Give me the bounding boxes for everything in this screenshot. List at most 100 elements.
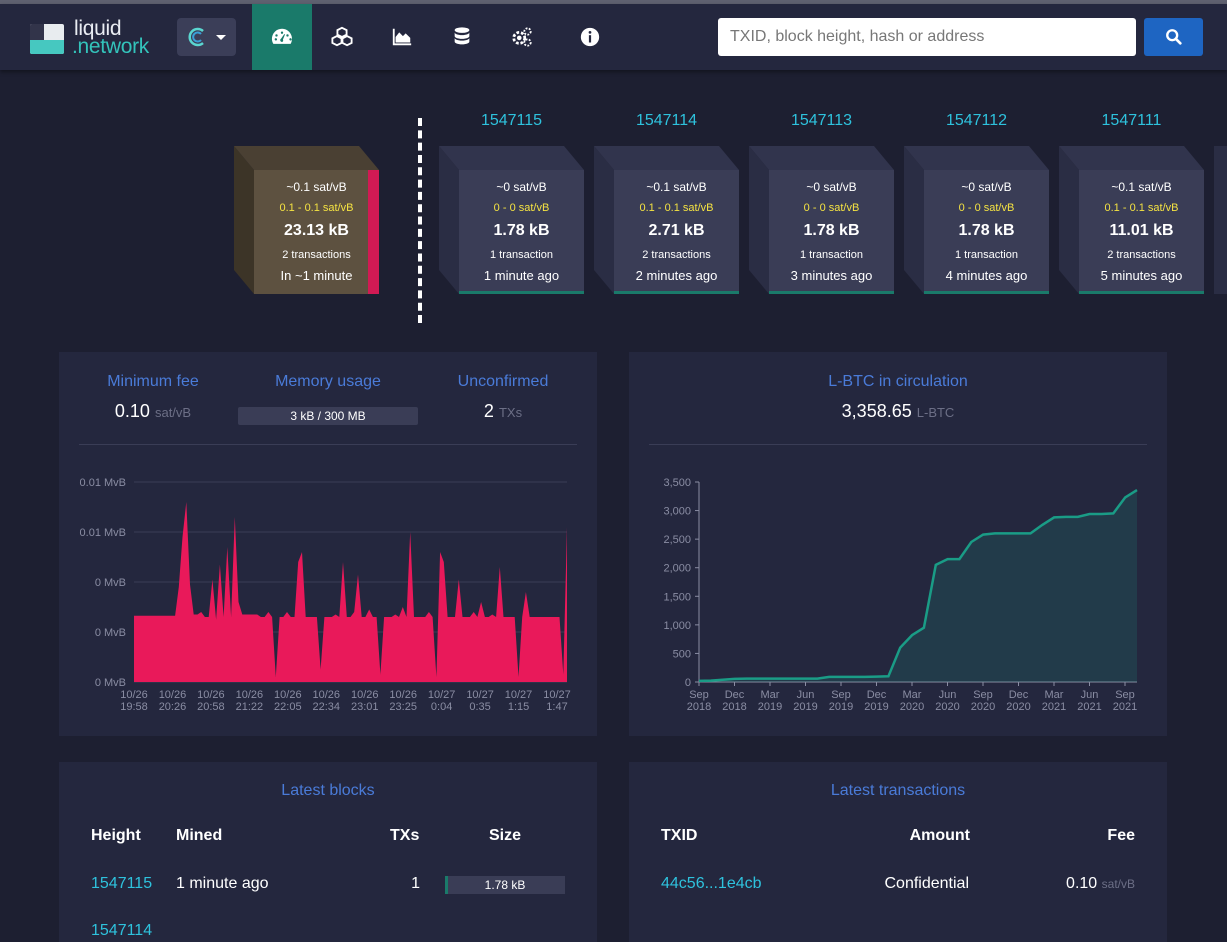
tx-count: 1 transaction — [490, 249, 553, 261]
block-fill-bar — [459, 291, 584, 294]
circulation-card — [629, 352, 1167, 736]
nav-dashboard[interactable] — [252, 4, 312, 70]
mempool-size-area — [134, 502, 567, 682]
block-side — [439, 146, 459, 294]
block-age: 3 minutes ago — [790, 268, 873, 283]
eta: In ~1 minute — [280, 268, 353, 283]
block-size: 11.01 kB — [1109, 222, 1174, 239]
tx-count: 1 transaction — [800, 249, 863, 261]
mempool-divider — [418, 118, 422, 323]
block-height-link[interactable]: 1547112 — [945, 112, 1008, 129]
nav-about[interactable] — [560, 4, 620, 70]
block-size: 1.78 kB — [958, 222, 1015, 239]
col-size: Size — [488, 827, 521, 844]
median-fee: ~0.1 sat/vB — [1111, 180, 1172, 194]
tx-count: 2 transactions — [642, 249, 711, 261]
y-tick-label: 3,000 — [663, 506, 691, 518]
block-height-link[interactable]: 1547113 — [790, 112, 853, 129]
mined-block[interactable]: ~0.1 sat/vB 0.1 - 0.1 sat/vB 11.01 kB 2 tra… — [1059, 142, 1204, 294]
nav-tools[interactable] — [492, 4, 552, 70]
block-top — [439, 146, 584, 170]
info-circle-icon — [580, 27, 600, 47]
block-side — [749, 146, 769, 294]
mined-block[interactable]: ~0 sat/vB 0 - 0 sat/vB 1.78 kB 1 transactio… — [749, 142, 894, 294]
block-top — [594, 146, 739, 170]
y-tick-label: 0.01 MvB — [80, 527, 126, 539]
block-size-text: 1.78 kB — [484, 878, 526, 892]
nav-blocks[interactable] — [312, 4, 372, 70]
y-tick-label: 2,500 — [663, 534, 691, 546]
circulation-unit: L-BTC — [916, 405, 955, 420]
block-top — [904, 146, 1049, 170]
x-tick-label: 10/26 19:58 — [120, 689, 148, 713]
block-height-link-2[interactable]: 1547114 — [91, 922, 153, 939]
latest-blocks-card — [59, 762, 597, 942]
x-tick-label: 10/27 1:15 — [505, 689, 533, 713]
unconfirmed-unit: TXs — [498, 405, 523, 420]
block-size: 1.78 kB — [493, 222, 550, 239]
col-fee: Fee — [1107, 827, 1135, 844]
block-face: ~0.1 sat/vB 0.1 - 0.1 sat/vB 2.71 kB 2 tran… — [614, 170, 739, 294]
x-tick-label: Jun 2021 — [1077, 689, 1101, 713]
mempool-block[interactable]: ~0.1 sat/vB 0.1 - 0.1 sat/vB 23.13 kB 2 … — [234, 142, 379, 294]
block-age: 2 minutes ago — [635, 268, 718, 283]
latest-blocks-title: Latest blocks — [281, 782, 375, 799]
col-txid: TXID — [661, 827, 698, 844]
mined-block[interactable]: ~0 sat/vB 0 - 0 sat/vB 1.78 kB 1 transactio… — [904, 142, 1049, 294]
latest-transactions-title: Latest transactions — [830, 782, 966, 799]
block-height-link[interactable]: 1547114 — [635, 112, 698, 129]
next-block-edge — [1214, 146, 1227, 294]
top-border — [0, 0, 1227, 4]
block-side — [594, 146, 614, 294]
mined-block[interactable]: ~0 sat/vB 0 - 0 sat/vB 1.78 kB 1 transactio… — [439, 142, 584, 294]
median-fee: ~0.1 sat/vB — [286, 180, 347, 194]
block-fill-bar — [769, 291, 894, 294]
latest-transactions-card — [629, 762, 1167, 942]
liquid-icon — [188, 27, 204, 47]
logo-mark — [30, 24, 64, 54]
tx-count: 2 transactions — [282, 249, 351, 261]
block-face: ~0.1 sat/vB 0.1 - 0.1 sat/vB 11.01 kB 2 tra… — [1079, 170, 1204, 294]
col-amount: Amount — [909, 827, 970, 844]
block-size: 23.13 kB — [284, 222, 349, 239]
x-tick-label: Mar 2020 — [900, 689, 924, 713]
block-mined: 1 minute ago — [176, 875, 269, 892]
nav-assets[interactable] — [432, 4, 492, 70]
col-mined: Mined — [176, 827, 223, 844]
mempool-fill-bar — [368, 170, 379, 294]
fee-range: 0 - 0 sat/vB — [803, 202, 860, 214]
median-fee: ~0 sat/vB — [806, 180, 857, 194]
search-input[interactable] — [718, 18, 1136, 56]
circulation-line — [698, 489, 1138, 683]
block-height-link[interactable]: 1547115 — [91, 875, 153, 892]
x-tick-label: Sep 2021 — [1113, 689, 1137, 713]
block-size: 1.78 kB — [803, 222, 860, 239]
minimum-fee-stat: Minimum fee 0.10 sat/vB — [78, 373, 228, 422]
col-txs: TXs — [390, 827, 420, 844]
y-tick-label: 2,000 — [663, 563, 691, 575]
txid-link[interactable]: 44c56...1e4cb — [661, 875, 762, 892]
tx-fee-value: 0.10 — [1066, 875, 1098, 892]
median-fee: ~0 sat/vB — [961, 180, 1012, 194]
unconfirmed-value: 2 — [483, 401, 494, 421]
circulation-chart[interactable]: 0 500 1,000 1,500 2,000 2,500 3,000 3,500 Sep 201… — [629, 460, 1167, 730]
mined-block[interactable]: ~0.1 sat/vB 0.1 - 0.1 sat/vB 2.71 kB 2 tran… — [594, 142, 739, 294]
y-tick-label: 1,000 — [663, 620, 691, 632]
nav-graphs[interactable] — [372, 4, 432, 70]
block-age: 4 minutes ago — [945, 268, 1028, 283]
x-tick-label: 10/26 22:34 — [313, 689, 341, 713]
block-height-link[interactable]: 1547111 — [1101, 112, 1162, 129]
network-selector-button[interactable] — [177, 18, 236, 56]
x-tick-label: 10/26 20:26 — [159, 689, 187, 713]
block-size-bar: 1.78 kB — [445, 876, 565, 894]
block-height-link[interactable]: 1547115 — [480, 112, 543, 129]
logo-text-top: liquid — [74, 17, 122, 40]
search-button[interactable] — [1144, 18, 1203, 56]
x-tick-label: Mar 2021 — [1042, 689, 1066, 713]
circulation-divider — [649, 444, 1147, 445]
liquid-network-logo[interactable]: liquid .network — [30, 17, 165, 58]
y-tick-label: 0 MvB — [95, 677, 126, 689]
y-tick-label: 0.01 MvB — [80, 477, 126, 489]
memory-usage-label: Memory usage — [275, 373, 381, 390]
